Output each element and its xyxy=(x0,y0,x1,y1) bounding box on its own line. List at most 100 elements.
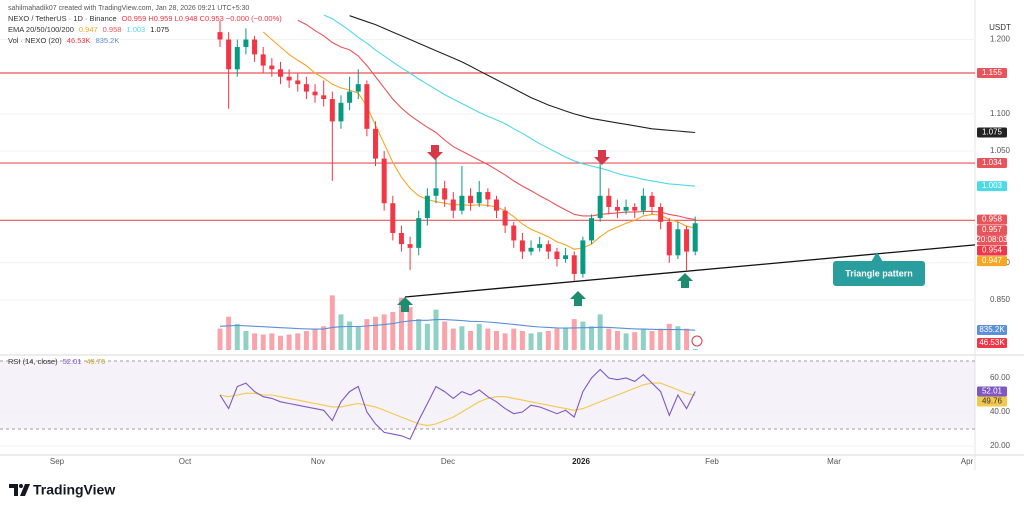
countdown: 20:08:03 xyxy=(976,235,1008,244)
legend-ema-value: 0.947 xyxy=(79,25,98,34)
volume-bar xyxy=(537,332,543,350)
volume-bar xyxy=(243,331,249,350)
y-tick-label: 1.100 xyxy=(990,109,1011,118)
legend-rsi-value: 52.01 xyxy=(63,357,82,366)
rsi-tag-label: 49.76 xyxy=(982,397,1003,406)
arrow-up xyxy=(570,291,586,306)
volume-bar xyxy=(597,314,603,350)
volume-tag-box xyxy=(977,325,1007,335)
candle-body xyxy=(476,192,482,204)
volume-bar xyxy=(545,331,551,350)
candle-body xyxy=(692,223,698,252)
price-tag-label: 1.034 xyxy=(982,158,1003,167)
candle-body xyxy=(364,84,370,129)
volume-bar xyxy=(226,316,232,350)
volume-bar xyxy=(468,331,474,350)
candle-body xyxy=(511,225,517,241)
candle-body xyxy=(493,199,499,211)
volume-bar xyxy=(614,331,620,350)
price-tag-label: 1.155 xyxy=(982,68,1003,77)
candle-body xyxy=(407,244,413,248)
rsi-tag-box xyxy=(977,386,1007,397)
ema-line xyxy=(349,15,696,134)
legend-ema-value: 0.958 xyxy=(103,25,122,34)
volume-bar xyxy=(442,321,448,350)
volume-bar xyxy=(589,326,595,350)
candle-body xyxy=(433,188,439,196)
arrow-up xyxy=(397,297,413,312)
candle-body xyxy=(416,218,422,248)
price-tag-box xyxy=(977,225,1007,236)
volume-bar xyxy=(338,314,344,350)
volume-bar xyxy=(217,328,223,350)
price-tag-box xyxy=(977,158,1007,169)
volume-bar xyxy=(606,328,612,350)
price-tag-box xyxy=(977,245,1007,256)
candle-body xyxy=(277,69,283,77)
legend-title: NEXO / TetherUS · 1D · Binance xyxy=(8,14,117,23)
legend-ema-name: EMA 20/50/100/200 xyxy=(8,25,74,34)
volume-bar xyxy=(640,328,646,350)
x-tick-label: Apr xyxy=(961,457,974,466)
volume-tag-box xyxy=(977,338,1007,348)
price-pane xyxy=(0,14,975,350)
candle-body xyxy=(606,195,612,207)
volume-bar xyxy=(476,323,482,350)
volume-bar xyxy=(398,297,404,350)
volume-bar xyxy=(632,332,638,350)
ema-line xyxy=(323,14,696,187)
legend-ema-value: 1.075 xyxy=(150,25,169,34)
rsi-tick-label: 40.00 xyxy=(990,407,1011,416)
annotation-box xyxy=(833,261,925,286)
volume-bar xyxy=(252,333,258,350)
volume-bar xyxy=(666,323,672,350)
price-tag-box xyxy=(977,127,1007,138)
candle-body xyxy=(632,206,638,211)
candle-body xyxy=(286,76,292,81)
candle-body xyxy=(554,251,560,260)
x-tick-label: 2026 xyxy=(572,457,590,466)
annotation-pointer xyxy=(871,252,883,262)
candle-body xyxy=(545,244,551,252)
ema-line xyxy=(297,19,696,221)
candle-body xyxy=(355,84,361,92)
candle-body xyxy=(321,95,327,100)
volume-bar xyxy=(295,333,301,350)
rsi-pane xyxy=(0,360,975,447)
candle-body xyxy=(347,91,353,103)
price-tag: 0.954 xyxy=(977,245,1007,256)
candle-body xyxy=(666,221,672,256)
candle-body xyxy=(614,206,620,211)
volume-bar xyxy=(329,295,335,350)
volume-bar xyxy=(234,323,240,350)
candle-body xyxy=(675,229,681,256)
candle-body xyxy=(485,192,491,200)
trendline xyxy=(404,244,975,298)
price-tag-label: 0.947 xyxy=(982,256,1003,265)
candle-body xyxy=(519,240,525,252)
rsi-line xyxy=(219,368,696,440)
candle-body xyxy=(373,128,379,159)
volume-bar xyxy=(381,314,387,350)
volume-bar xyxy=(312,328,318,350)
y-tick-label: 0.850 xyxy=(990,295,1011,304)
volume-bar xyxy=(355,326,361,350)
price-tag-label: 0.958 xyxy=(982,215,1003,224)
replay-icon[interactable] xyxy=(691,335,703,347)
logo-text: TradingView xyxy=(33,482,115,498)
candle-body xyxy=(329,99,335,122)
volume-bar xyxy=(269,333,275,350)
volume-bar xyxy=(450,328,456,350)
candle-body xyxy=(424,195,430,219)
volume-bar xyxy=(416,319,422,350)
logo-dot xyxy=(19,484,23,488)
x-tick-label: Sep xyxy=(50,457,65,466)
price-tag-box xyxy=(977,214,1007,225)
x-tick-label: Feb xyxy=(705,457,719,466)
candle-body xyxy=(450,199,456,211)
volume-tag-label: 835.2K xyxy=(979,325,1005,334)
volume-bar xyxy=(321,326,327,350)
y-tick-label: 1.200 xyxy=(990,35,1011,44)
